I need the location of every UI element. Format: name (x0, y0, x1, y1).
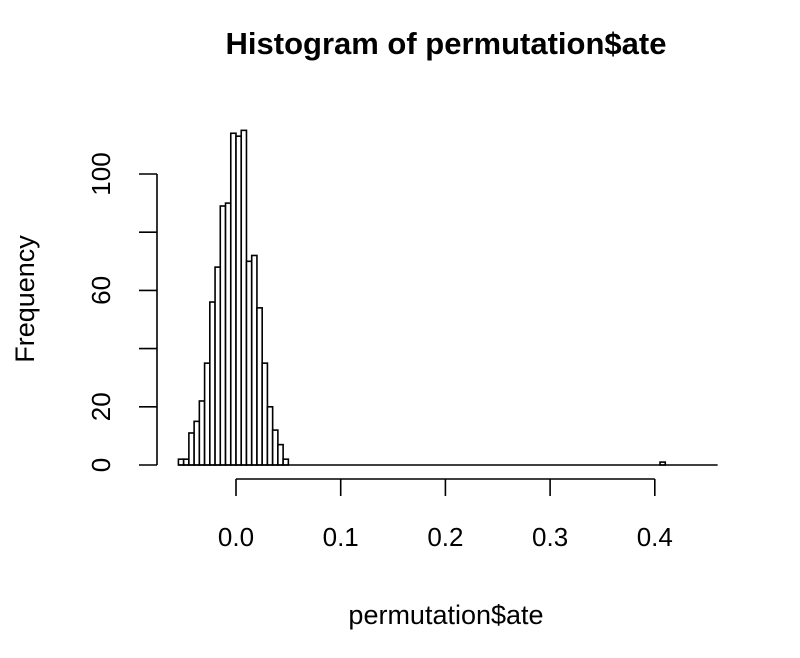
x-tick-label: 0.4 (637, 522, 673, 552)
histogram-bars (177, 129, 718, 466)
x-tick-label: 0.2 (427, 522, 463, 552)
x-axis: 0.0 0.1 0.2 0.3 0.4 (218, 478, 673, 552)
y-tick-label: 60 (86, 276, 116, 305)
y-tick-label: 20 (86, 392, 116, 421)
x-tick-label: 0.0 (218, 522, 254, 552)
x-tick-label: 0.1 (323, 522, 359, 552)
y-tick-label: 100 (86, 152, 116, 195)
y-axis-title: Frequency (10, 235, 40, 363)
y-tick-label: 0 (86, 458, 116, 472)
x-tick-label: 0.3 (532, 522, 568, 552)
histogram-bar (282, 458, 290, 466)
chart-title: Histogram of permutation$ate (226, 26, 667, 61)
y-axis: 0 20 60 100 (86, 152, 158, 472)
x-axis-title: permutation$ate (348, 600, 543, 630)
